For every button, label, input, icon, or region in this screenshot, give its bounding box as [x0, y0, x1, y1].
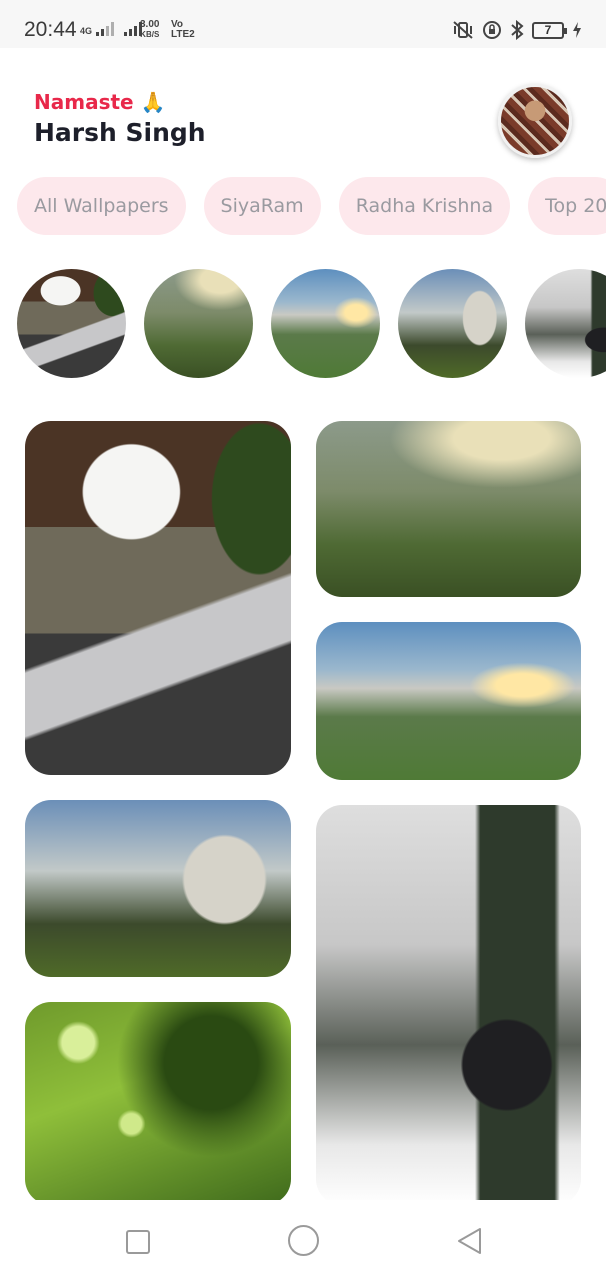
wallpaper-tile-mountain[interactable] [25, 800, 291, 977]
story-thumbnail-valley[interactable] [144, 269, 253, 378]
volte-bottom: LTE2 [171, 29, 195, 40]
wallpaper-tile-snow[interactable] [316, 805, 581, 1205]
chip-siyaram[interactable]: SiyaRam [203, 177, 321, 235]
category-chips: All Wallpapers SiyaRam Radha Krishna Top… [17, 177, 606, 235]
signal-icon [96, 20, 115, 36]
system-nav-bar [0, 1200, 606, 1280]
circle-icon[interactable] [288, 1225, 319, 1256]
story-thumbnail-snow[interactable] [525, 269, 606, 378]
charging-icon [573, 22, 581, 38]
net-speed-unit: KB/S [140, 30, 160, 39]
wallpaper-tile-cliffs[interactable] [316, 622, 581, 780]
triangle-back-icon[interactable] [455, 1226, 485, 1256]
signal-icon-2 [124, 20, 143, 36]
volte-indicator: Vo LTE2 [171, 20, 195, 40]
wallpaper-tile-leaves[interactable] [25, 1002, 291, 1205]
wallpaper-tile-valley[interactable] [316, 421, 581, 597]
status-bar: 20:44 4G 3.00 KB/S Vo LTE2 7 [0, 0, 606, 48]
screen-lock-icon [483, 21, 501, 39]
wallpaper-tile-laptop[interactable] [25, 421, 291, 775]
status-time: 20:44 [24, 18, 77, 41]
bluetooth-icon [511, 20, 524, 40]
story-row [17, 269, 606, 378]
story-thumbnail-cliffs[interactable] [271, 269, 380, 378]
chip-radha-krishna[interactable]: Radha Krishna [338, 177, 511, 235]
net-speed: 3.00 KB/S [140, 20, 159, 40]
square-icon[interactable] [126, 1230, 150, 1254]
vibrate-mute-icon [453, 21, 473, 39]
net-speed-value: 3.00 [140, 19, 160, 30]
chip-top-20[interactable]: Top 20 [528, 177, 606, 235]
story-thumbnail-mountain[interactable] [398, 269, 507, 378]
status-right-icons: 7 [452, 20, 582, 40]
signal-indicators: 4G [80, 20, 143, 36]
battery-icon: 7 [532, 21, 567, 39]
avatar[interactable] [498, 84, 572, 158]
story-thumbnail-laptop[interactable] [17, 269, 126, 378]
battery-level: 7 [544, 22, 552, 37]
network-type-label: 4G [80, 26, 93, 36]
chip-all-wallpapers[interactable]: All Wallpapers [17, 177, 186, 235]
volte-top: Vo [171, 19, 184, 30]
greeting-text: Namaste 🙏 [34, 90, 166, 114]
user-name: Harsh Singh [34, 118, 206, 147]
